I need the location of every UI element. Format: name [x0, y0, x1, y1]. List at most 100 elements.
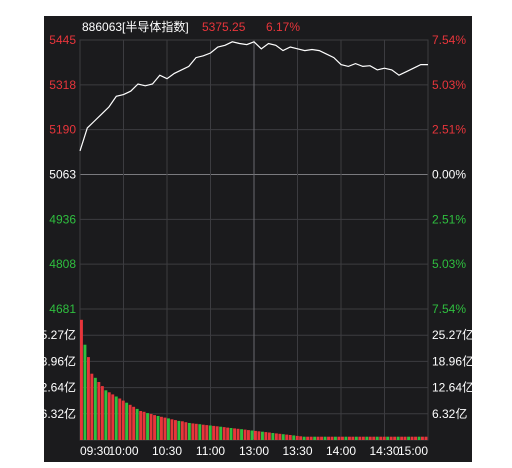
volume-bar [288, 435, 292, 440]
chart-panel: 5445 7.54% 5318 5.03% 5190 2.51% 5063 0.00% 4936… [34, 16, 474, 462]
y-tick-label-right: 5.03% [432, 78, 466, 92]
volume-bar [316, 436, 320, 440]
y-tick-label-right: 2.51% [432, 123, 466, 137]
volume-bar [313, 436, 317, 440]
volume-bar [97, 382, 101, 440]
volume-bar [100, 386, 104, 440]
volume-bar [240, 429, 243, 440]
volume-bar [323, 436, 327, 440]
volume-bar [243, 429, 247, 440]
volume-bar [344, 436, 348, 440]
volume-tick-label-right: 6.32亿 [432, 406, 467, 421]
x-tick-label: 10:30 [152, 444, 182, 458]
volume-bar [208, 425, 212, 440]
volume-bar [281, 434, 285, 440]
volume-bar [170, 419, 174, 440]
y-tick-label-right: 0.00% [432, 168, 466, 182]
index-change-percent: 6.17% [266, 20, 300, 34]
volume-bar [382, 436, 386, 440]
y-tick-label-left: 5445 [49, 33, 76, 47]
volume-bar [271, 433, 275, 440]
volume-bar [149, 413, 153, 440]
volume-bar [337, 436, 341, 440]
volume-bar [180, 421, 184, 440]
axis-labels-group: 5445 7.54% 5318 5.03% 5190 2.51% 5063 0.00% 4936… [34, 33, 474, 458]
volume-bar [128, 404, 132, 440]
volume-bar [233, 428, 236, 440]
y-tick-label-left: 4681 [49, 302, 76, 316]
volume-bar [393, 436, 397, 440]
volume-bar [302, 436, 306, 440]
volume-bar [160, 416, 163, 440]
volume-bar [236, 428, 240, 440]
volume-bar [386, 436, 390, 440]
volume-bar [163, 417, 167, 440]
volume-bar [83, 344, 87, 440]
volume-bar [142, 411, 146, 440]
volume-bar [107, 392, 111, 440]
volume-bar [121, 400, 125, 440]
y-tick-label-left: 4936 [49, 212, 76, 226]
volume-bar [417, 436, 421, 440]
volume-tick-label-left: 25.27亿 [44, 327, 76, 342]
volume-bar [219, 426, 223, 440]
volume-bar [424, 436, 428, 440]
x-tick-label: 09:30 [80, 444, 110, 458]
volume-tick-label-left: 12.64亿 [44, 380, 76, 395]
volume-bar [156, 416, 160, 440]
volume-bar [278, 433, 282, 440]
volume-bar [285, 434, 289, 440]
volume-bar [191, 423, 195, 440]
volume-bar [389, 436, 393, 440]
volume-bars-group [80, 319, 428, 440]
volume-bar [299, 436, 303, 440]
volume-bar [226, 427, 230, 440]
volume-bar [90, 373, 94, 440]
volume-bar [421, 436, 424, 440]
chart-svg: 5445 7.54% 5318 5.03% 5190 2.51% 5063 0.00% 4936… [34, 19, 474, 458]
volume-bar [368, 436, 372, 440]
price-line [79, 41, 428, 152]
volume-bar [414, 436, 417, 440]
x-tick-label: 13:30 [282, 444, 312, 458]
volume-bar [334, 436, 337, 440]
volume-bar [114, 396, 118, 440]
volume-bar [400, 436, 404, 440]
x-tick-label: 11:00 [196, 444, 225, 458]
volume-bar [118, 398, 122, 440]
volume-bar [306, 436, 310, 440]
volume-bar [184, 422, 188, 440]
volume-bar [212, 425, 216, 440]
volume-tick-label-right: 12.64亿 [432, 380, 472, 395]
x-tick-label: 14:00 [326, 444, 356, 458]
volume-tick-label-right: 25.27亿 [432, 327, 472, 342]
volume-bar [407, 436, 410, 440]
volume-bar [261, 431, 264, 440]
volume-tick-label-right: 18.96亿 [432, 353, 472, 368]
volume-bar [365, 436, 369, 440]
volume-bar [372, 436, 376, 440]
volume-bar [104, 390, 108, 440]
grid-lines [79, 39, 429, 441]
volume-bar [222, 427, 226, 440]
volume-bar [146, 413, 149, 440]
y-tick-label-right: 5.03% [432, 257, 466, 271]
volume-bar [247, 430, 250, 440]
x-tick-label: 14:30 [369, 444, 399, 458]
volume-bar [125, 402, 129, 440]
volume-bar [354, 436, 358, 440]
volume-bar [358, 436, 362, 440]
volume-bar [379, 436, 383, 440]
volume-bar [201, 424, 205, 440]
volume-bar [295, 435, 299, 440]
y-tick-label-left: 4808 [49, 257, 76, 271]
volume-bar [396, 436, 400, 440]
volume-bar [198, 424, 202, 440]
volume-bar [250, 430, 254, 440]
volume-bar [309, 436, 313, 440]
y-tick-label-left: 5190 [49, 123, 76, 137]
x-tick-label: 13:00 [239, 444, 269, 458]
volume-tick-label-left: 6.32亿 [44, 406, 76, 421]
volume-bar [177, 420, 181, 440]
volume-bar [174, 420, 177, 440]
